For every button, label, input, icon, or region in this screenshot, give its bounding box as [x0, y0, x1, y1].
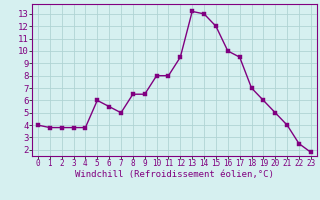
- X-axis label: Windchill (Refroidissement éolien,°C): Windchill (Refroidissement éolien,°C): [75, 170, 274, 179]
